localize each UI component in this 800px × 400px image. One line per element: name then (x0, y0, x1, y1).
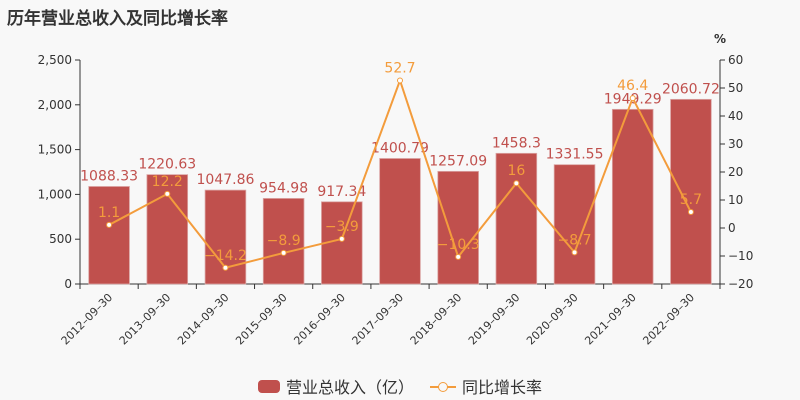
bar-value-label: 1047.86 (197, 172, 255, 188)
bar-value-label: 2060.72 (662, 81, 720, 97)
bar (495, 152, 538, 285)
growth-point (106, 221, 113, 228)
legend-label-revenue: 营业总收入（亿） (285, 378, 414, 397)
bar-swatch-icon (257, 379, 280, 393)
bar (88, 186, 130, 285)
legend-item-growth[interactable]: 同比增长率 (430, 374, 542, 398)
y-right-tick-label: 10 (728, 193, 743, 207)
y-right-tick-label: 0 (728, 221, 736, 235)
growth-point (338, 235, 345, 242)
growth-value-label: 5.7 (680, 192, 702, 208)
x-tick-label: 2018–09–30 (408, 291, 465, 348)
x-tick-label: 2013–09–30 (117, 291, 174, 348)
legend-label-growth: 同比增长率 (462, 378, 543, 397)
legend-item-revenue[interactable]: 营业总收入（亿） (257, 374, 414, 398)
y-right-tick-label: 20 (728, 165, 743, 179)
growth-value-label: 1.1 (98, 205, 120, 221)
growth-point (571, 249, 578, 256)
x-tick-label: 2017–09–30 (350, 291, 407, 348)
bar-value-label: 1088.33 (80, 168, 138, 184)
y-left-tick-label: 500 (49, 232, 72, 246)
growth-point (513, 180, 520, 187)
y-right-tick-label: −10 (728, 249, 753, 263)
y-left-tick-label: 2,500 (38, 53, 72, 67)
growth-point (222, 264, 229, 271)
chart-title: 历年营业总收入及同比增长率 (7, 9, 228, 29)
x-tick-label: 2019–09–30 (466, 291, 523, 348)
x-tick-label: 2012–09–30 (59, 291, 116, 348)
line-marker-icon (430, 380, 456, 393)
growth-value-label: −8.9 (267, 233, 301, 249)
bar (611, 108, 654, 285)
x-tick-label: 2022–09–30 (640, 291, 697, 348)
growth-value-label: 16 (507, 163, 525, 179)
growth-value-label: −3.9 (325, 219, 359, 235)
growth-point (397, 77, 403, 84)
growth-value-label: −10.3 (437, 237, 480, 253)
y-right-tick-label: −20 (728, 277, 753, 291)
y-left-tick-label: 0 (64, 277, 72, 291)
growth-value-label: 52.7 (384, 60, 415, 76)
growth-point (455, 253, 462, 260)
bar (553, 164, 596, 285)
x-tick-label: 2020–09–30 (524, 291, 581, 348)
y-right-tick-label: 40 (728, 109, 743, 123)
bar-value-label: 1220.63 (138, 157, 196, 173)
y-right-tick-label: 60 (728, 53, 743, 67)
y-right-tick-label: 50 (728, 81, 743, 95)
bar (379, 158, 421, 285)
bar-value-label: 1257.09 (429, 153, 487, 169)
y-right-tick-label: 30 (728, 137, 743, 151)
growth-value-label: 46.4 (617, 78, 648, 94)
growth-value-label: −14.2 (204, 248, 247, 264)
bar-value-label: 1400.79 (371, 140, 429, 156)
legend: 营业总收入（亿） 同比增长率 (0, 374, 800, 398)
bar-value-label: 954.98 (259, 180, 308, 196)
growth-point (280, 249, 287, 256)
x-tick-label: 2014–09–30 (175, 291, 232, 348)
growth-value-label: −8.7 (558, 232, 592, 248)
chart-plot: 0 500 1,000 1,500 2,000 2,500 −20 −10 0 10 20 30 40 5… (38, 32, 754, 348)
growth-point (687, 209, 694, 216)
y-right-axis-unit: % (714, 32, 726, 46)
bar (437, 170, 479, 285)
growth-point (629, 95, 636, 102)
growth-point (164, 190, 171, 197)
bar (670, 98, 712, 285)
bar (262, 198, 305, 285)
y-left-tick-label: 2,000 (38, 98, 72, 112)
bar-value-label: 917.34 (317, 184, 366, 200)
bar-value-label: 1331.55 (546, 147, 604, 163)
y-left-tick-label: 1,500 (38, 143, 72, 157)
bar-value-label: 1458.3 (492, 135, 541, 151)
x-tick-label: 2015–09–30 (233, 291, 290, 348)
growth-value-label: 12.2 (152, 174, 183, 190)
x-tick-label: 2016–09–30 (291, 291, 348, 348)
x-tick-label: 2021–09–30 (582, 291, 639, 348)
y-left-tick-label: 1,000 (38, 187, 72, 201)
